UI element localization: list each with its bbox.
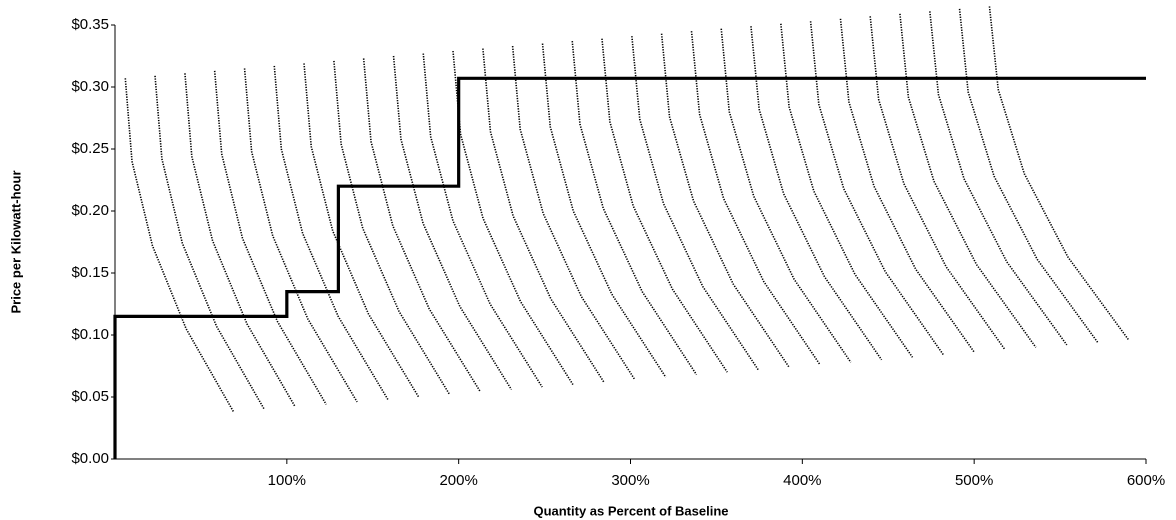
- axes-layer: $0.00 $0.05 $0.10 $0.15 $0.20 $0.25 $0.30 $0.35…: [71, 16, 1165, 489]
- demand-curve: [720, 28, 852, 363]
- x-tick-label: 600%: [1127, 472, 1165, 489]
- demand-curve: [929, 11, 1068, 346]
- y-tick-label: $0.30: [71, 78, 109, 95]
- demand-curve: [392, 55, 513, 390]
- demand-curve: [511, 46, 636, 381]
- y-axis-title: Price per Kilowatt-hour: [8, 170, 23, 313]
- y-tick-label: $0.00: [71, 450, 109, 467]
- demand-curve: [809, 21, 945, 356]
- demand-curve: [154, 75, 266, 410]
- demand-curve: [988, 6, 1130, 341]
- demand-curve: [213, 70, 327, 405]
- marks-layer: [113, 6, 1146, 459]
- y-tick-label: $0.35: [71, 16, 109, 33]
- demand-curve: [601, 38, 728, 373]
- x-axis-title: Quantity as Percent of Baseline: [533, 503, 728, 518]
- demand-curve: [571, 41, 698, 376]
- demand-curve: [124, 78, 235, 413]
- demand-curve: [452, 50, 574, 386]
- y-tick-label: $0.20: [71, 202, 109, 219]
- demand-curve: [750, 26, 883, 361]
- demand-curve: [184, 73, 296, 408]
- price-step-line: [113, 76, 1146, 459]
- demand-curve: [631, 36, 759, 371]
- y-tick-label: $0.15: [71, 264, 109, 281]
- y-tick-label: $0.25: [71, 140, 109, 157]
- demand-curve: [243, 68, 358, 403]
- x-tick-label: 300%: [611, 472, 649, 489]
- x-tick-label: 100%: [268, 472, 306, 489]
- demand-curve: [899, 13, 1037, 348]
- demand-curve: [362, 58, 482, 393]
- x-tick-label: 500%: [955, 472, 993, 489]
- demand-curve: [690, 31, 821, 366]
- demand-curve: [869, 16, 1006, 351]
- demand-curve: [422, 53, 543, 388]
- demand-curve: [333, 60, 451, 395]
- y-tick-label: $0.10: [71, 326, 109, 343]
- x-tick-label: 400%: [783, 472, 821, 489]
- y-tick-label: $0.05: [71, 388, 109, 405]
- demand-curve: [839, 18, 975, 353]
- demand-curve: [660, 33, 790, 368]
- demand-curve: [541, 43, 667, 378]
- x-tick-label: 200%: [439, 472, 477, 489]
- demand-curve: [303, 63, 420, 398]
- demand-curve: [482, 48, 605, 383]
- demand-curve: [273, 65, 389, 400]
- demand-curve: [958, 8, 1099, 343]
